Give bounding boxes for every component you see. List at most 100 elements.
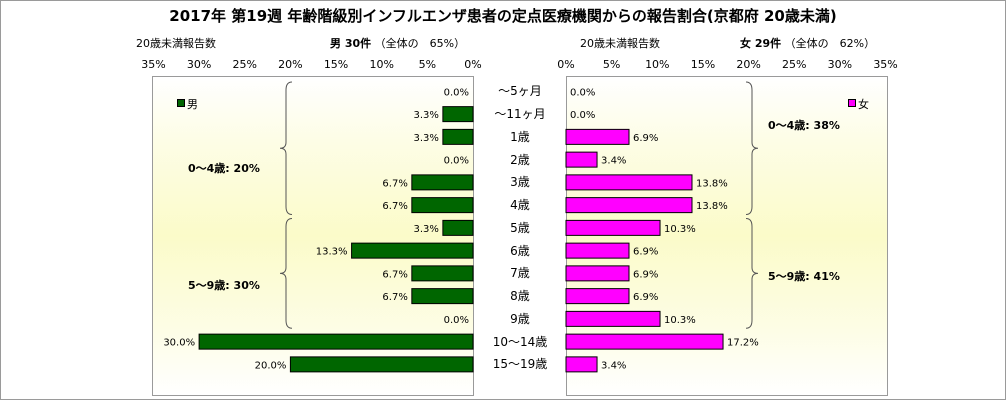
- right-axis-tick: 30%: [827, 58, 853, 71]
- female-bar: [565, 219, 661, 236]
- female-bar: [565, 310, 661, 327]
- age-category-label: 5歳: [510, 220, 530, 235]
- female-value-label: 6.9%: [633, 292, 658, 303]
- male-group-0-4: 0～4歳: 20%: [188, 162, 260, 175]
- female-share: （全体の 62%）: [784, 37, 876, 50]
- female-value-label: 6.9%: [633, 269, 658, 280]
- male-count: 男 30件: [330, 37, 372, 50]
- male-value-label: 0.0%: [444, 156, 469, 167]
- age-category-label: 1歳: [510, 129, 530, 144]
- male-bar: [411, 174, 474, 191]
- male-brace-5-9: [279, 218, 293, 329]
- age-category-label: 10～14歳: [492, 334, 548, 349]
- female-bar: [565, 333, 724, 350]
- right-axis-tick: 35%: [873, 58, 898, 71]
- legend-female-label: 女: [858, 98, 869, 111]
- left-count-label: 20歳未満報告数: [136, 37, 216, 50]
- female-brace-5-9: [745, 218, 759, 329]
- male-bar: [289, 356, 474, 373]
- age-category-label: 15～19歳: [492, 357, 548, 372]
- female-group-5-9: 5～9歳: 41%: [768, 270, 840, 283]
- female-value-label: 10.3%: [664, 224, 696, 235]
- male-value-label: 3.3%: [413, 224, 438, 235]
- female-count: 女 29件: [740, 37, 782, 50]
- age-category-label: ～11ヶ月: [494, 107, 546, 122]
- left-axis-tick: 0%: [464, 58, 482, 71]
- male-bar: [198, 333, 474, 350]
- male-value-label: 0.0%: [444, 87, 469, 98]
- legend-male-swatch: [177, 99, 185, 107]
- female-bar: [565, 151, 598, 168]
- male-value-label: 6.7%: [382, 178, 407, 189]
- male-value-label: 20.0%: [255, 360, 287, 371]
- left-sex-count: 男 30件 （全体の 65%）: [330, 35, 465, 51]
- male-group-5-9: 5～9歳: 30%: [188, 279, 260, 292]
- male-bar: [442, 128, 474, 145]
- female-value-label: 3.4%: [601, 156, 626, 167]
- right-axis-tick: 20%: [736, 58, 761, 71]
- legend-male-label: 男: [187, 98, 198, 111]
- female-bar: [565, 128, 630, 145]
- left-axis-tick: 20%: [278, 58, 303, 71]
- male-bar: [442, 106, 474, 123]
- male-value-label: 0.0%: [444, 315, 469, 326]
- left-axis-tick: 15%: [323, 58, 349, 71]
- female-value-label: 17.2%: [727, 338, 759, 349]
- age-category-label: 8歳: [510, 289, 530, 304]
- female-value-label: 0.0%: [570, 110, 595, 121]
- male-value-label: 30.0%: [163, 338, 195, 349]
- age-category-label: ～5ヶ月: [498, 84, 542, 99]
- female-bar: [565, 356, 598, 373]
- right-axis-tick: 15%: [690, 58, 716, 71]
- right-axis-tick: 5%: [602, 58, 621, 71]
- age-category-label: 2歳: [510, 152, 530, 167]
- age-category-label: 9歳: [510, 311, 530, 326]
- female-value-label: 0.0%: [570, 87, 595, 98]
- male-value-label: 13.3%: [316, 247, 348, 258]
- female-value-label: 13.8%: [696, 178, 728, 189]
- age-category-label: 7歳: [510, 266, 530, 281]
- female-bar: [565, 242, 630, 259]
- male-value-label: 6.7%: [382, 269, 407, 280]
- age-category-label: 4歳: [510, 198, 530, 213]
- right-axis-tick: 10%: [645, 58, 670, 71]
- female-value-label: 6.9%: [633, 133, 658, 144]
- female-value-label: 6.9%: [633, 247, 658, 258]
- male-bar: [351, 242, 474, 259]
- legend-female-swatch: [848, 99, 856, 107]
- female-bar: [565, 288, 630, 305]
- male-brace-0-4: [279, 81, 293, 215]
- male-value-label: 3.3%: [413, 110, 438, 121]
- female-value-label: 13.8%: [696, 201, 728, 212]
- right-axis-tick: 0%: [557, 58, 575, 71]
- female-bar: [565, 265, 630, 282]
- right-sex-count: 女 29件 （全体の 62%）: [740, 35, 875, 51]
- female-bar: [565, 197, 693, 214]
- age-category-label: 3歳: [510, 175, 530, 190]
- male-value-label: 6.7%: [382, 201, 407, 212]
- male-bar: [411, 197, 474, 214]
- right-axis-tick: 25%: [782, 58, 807, 71]
- left-axis-tick: 25%: [232, 58, 257, 71]
- male-bar: [411, 288, 474, 305]
- left-axis-tick: 35%: [141, 58, 166, 71]
- male-bar: [411, 265, 474, 282]
- female-value-label: 3.4%: [601, 360, 626, 371]
- female-value-label: 10.3%: [664, 315, 696, 326]
- legend-male: 男: [177, 96, 198, 112]
- age-category-label: 6歳: [510, 243, 530, 258]
- female-brace-0-4: [745, 81, 759, 215]
- male-value-label: 3.3%: [413, 133, 438, 144]
- female-group-0-4: 0～4歳: 38%: [768, 119, 840, 132]
- left-axis-tick: 10%: [369, 58, 394, 71]
- female-bar: [565, 174, 693, 191]
- chart-title: 2017年 第19週 年齢階級別インフルエンザ患者の定点医療機関からの報告割合(…: [169, 7, 837, 25]
- left-axis-tick: 5%: [418, 58, 437, 71]
- left-axis-tick: 30%: [186, 58, 212, 71]
- male-value-label: 6.7%: [382, 292, 407, 303]
- male-share: （全体の 65%）: [374, 37, 466, 50]
- male-bar: [442, 219, 474, 236]
- legend-female: 女: [848, 96, 869, 112]
- right-count-label: 20歳未満報告数: [580, 37, 660, 50]
